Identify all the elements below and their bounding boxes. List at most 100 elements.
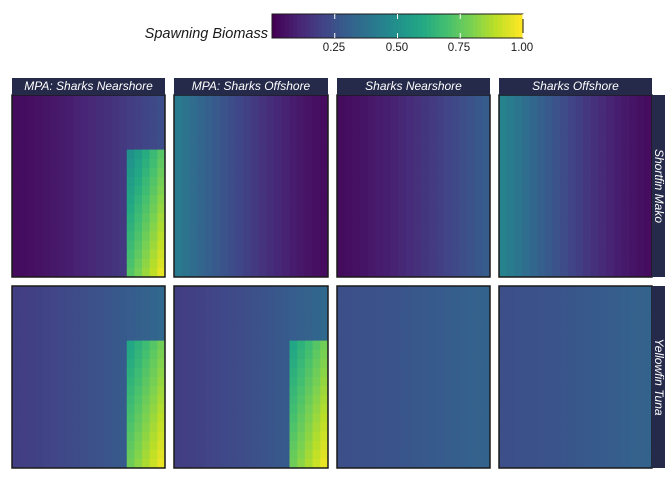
heatmap-cell — [474, 249, 483, 260]
heatmap-cell — [621, 395, 630, 405]
heatmap-cell — [212, 95, 221, 105]
heatmap-cell — [482, 267, 491, 278]
heatmap-cell — [57, 113, 67, 123]
heatmap-cell — [529, 331, 538, 342]
heatmap-cell — [243, 195, 252, 205]
heatmap-cell — [537, 413, 546, 423]
heatmap-cell — [337, 304, 346, 314]
heatmap-cell — [320, 395, 329, 405]
heatmap-cell — [367, 167, 376, 178]
heatmap-cell — [629, 377, 638, 387]
heatmap-cell — [405, 313, 414, 323]
heatmap-cell — [444, 113, 453, 123]
heatmap-cell — [537, 449, 546, 460]
heatmap-cell — [636, 258, 645, 269]
heatmap-cell — [575, 458, 584, 469]
heatmap-cell — [521, 295, 531, 305]
heatmap-cell — [312, 95, 321, 105]
heatmap-cell — [598, 104, 607, 114]
heatmap-cell — [590, 449, 599, 460]
heatmap-cell — [251, 222, 260, 232]
heatmap-cell — [227, 240, 237, 251]
heatmap-cell — [544, 422, 554, 433]
heatmap-cell — [80, 386, 89, 396]
heatmap-cell — [289, 231, 298, 242]
colorbar-segment — [355, 14, 361, 38]
heatmap-cell — [12, 404, 21, 414]
heatmap-cell — [103, 213, 112, 223]
heatmap-cell — [181, 440, 190, 451]
heatmap-cell — [212, 431, 221, 442]
heatmap-cell — [444, 149, 453, 160]
heatmap-cell — [57, 249, 67, 260]
heatmap-cell — [583, 313, 592, 323]
heatmap-cell — [590, 186, 599, 196]
heatmap-cell — [12, 458, 21, 469]
heatmap-cell — [34, 431, 44, 442]
heatmap-cell — [567, 386, 576, 396]
heatmap-cell — [390, 367, 399, 378]
heatmap-cell — [243, 422, 252, 433]
heatmap-cell — [459, 358, 468, 369]
heatmap-cell — [149, 431, 158, 442]
heatmap-cell — [444, 422, 453, 433]
heatmap-cell — [398, 186, 407, 196]
heatmap-cell — [544, 267, 554, 278]
heatmap-cell — [227, 104, 237, 114]
heatmap-cell — [367, 204, 376, 214]
colorbar-segment — [456, 14, 461, 38]
heatmap-cell — [583, 377, 592, 387]
heatmap-cell — [444, 131, 453, 141]
heatmap-cell — [359, 258, 369, 269]
heatmap-cell — [312, 204, 321, 214]
heatmap-cell — [119, 204, 128, 214]
heatmap-cell — [428, 295, 437, 305]
heatmap-cell — [337, 158, 346, 169]
heatmap-cell — [537, 313, 546, 323]
heatmap-cell — [42, 213, 51, 223]
heatmap-cell — [337, 95, 346, 105]
heatmap-cell — [436, 267, 445, 278]
heatmap-cell — [243, 167, 252, 178]
heatmap-cell — [149, 358, 158, 369]
heatmap-cell — [88, 186, 97, 196]
heatmap-cell — [521, 122, 531, 132]
heatmap-cell — [499, 431, 508, 442]
heatmap-cell — [297, 313, 306, 323]
heatmap-cell — [50, 458, 59, 469]
heatmap-cell — [575, 422, 584, 433]
heatmap-cell — [258, 340, 267, 351]
heatmap-cell — [344, 322, 353, 332]
heatmap-cell — [312, 349, 321, 360]
heatmap-cell — [451, 304, 460, 314]
heatmap-cell — [281, 349, 290, 360]
colorbar-segment — [301, 14, 307, 38]
heatmap-cell — [451, 204, 460, 214]
heatmap-cell — [629, 167, 638, 178]
heatmap-cell — [398, 386, 407, 396]
heatmap-cell — [251, 395, 260, 405]
heatmap-cell — [174, 122, 183, 132]
heatmap-cell — [499, 358, 508, 369]
heatmap-cell — [613, 149, 622, 160]
heatmap-cell — [359, 295, 369, 305]
heatmap-cell — [189, 122, 198, 132]
heatmap-cell — [598, 431, 607, 442]
colorbar-segment — [389, 14, 394, 38]
heatmap-cell — [598, 367, 607, 378]
heatmap-cell — [459, 404, 468, 414]
heatmap-cell — [613, 131, 622, 141]
heatmap-cell — [266, 222, 275, 232]
heatmap-cell — [537, 104, 546, 114]
heatmap-cell — [204, 204, 213, 214]
heatmap-cell — [382, 440, 392, 451]
heatmap-cell — [189, 440, 198, 451]
heatmap-cell — [413, 176, 422, 187]
heatmap-cell — [375, 313, 384, 323]
heatmap-cell — [274, 195, 283, 205]
heatmap-cell — [352, 358, 361, 369]
heatmap-cell — [590, 358, 599, 369]
heatmap-cell — [529, 286, 538, 296]
heatmap-cell — [312, 413, 321, 423]
heatmap-cell — [499, 458, 508, 469]
